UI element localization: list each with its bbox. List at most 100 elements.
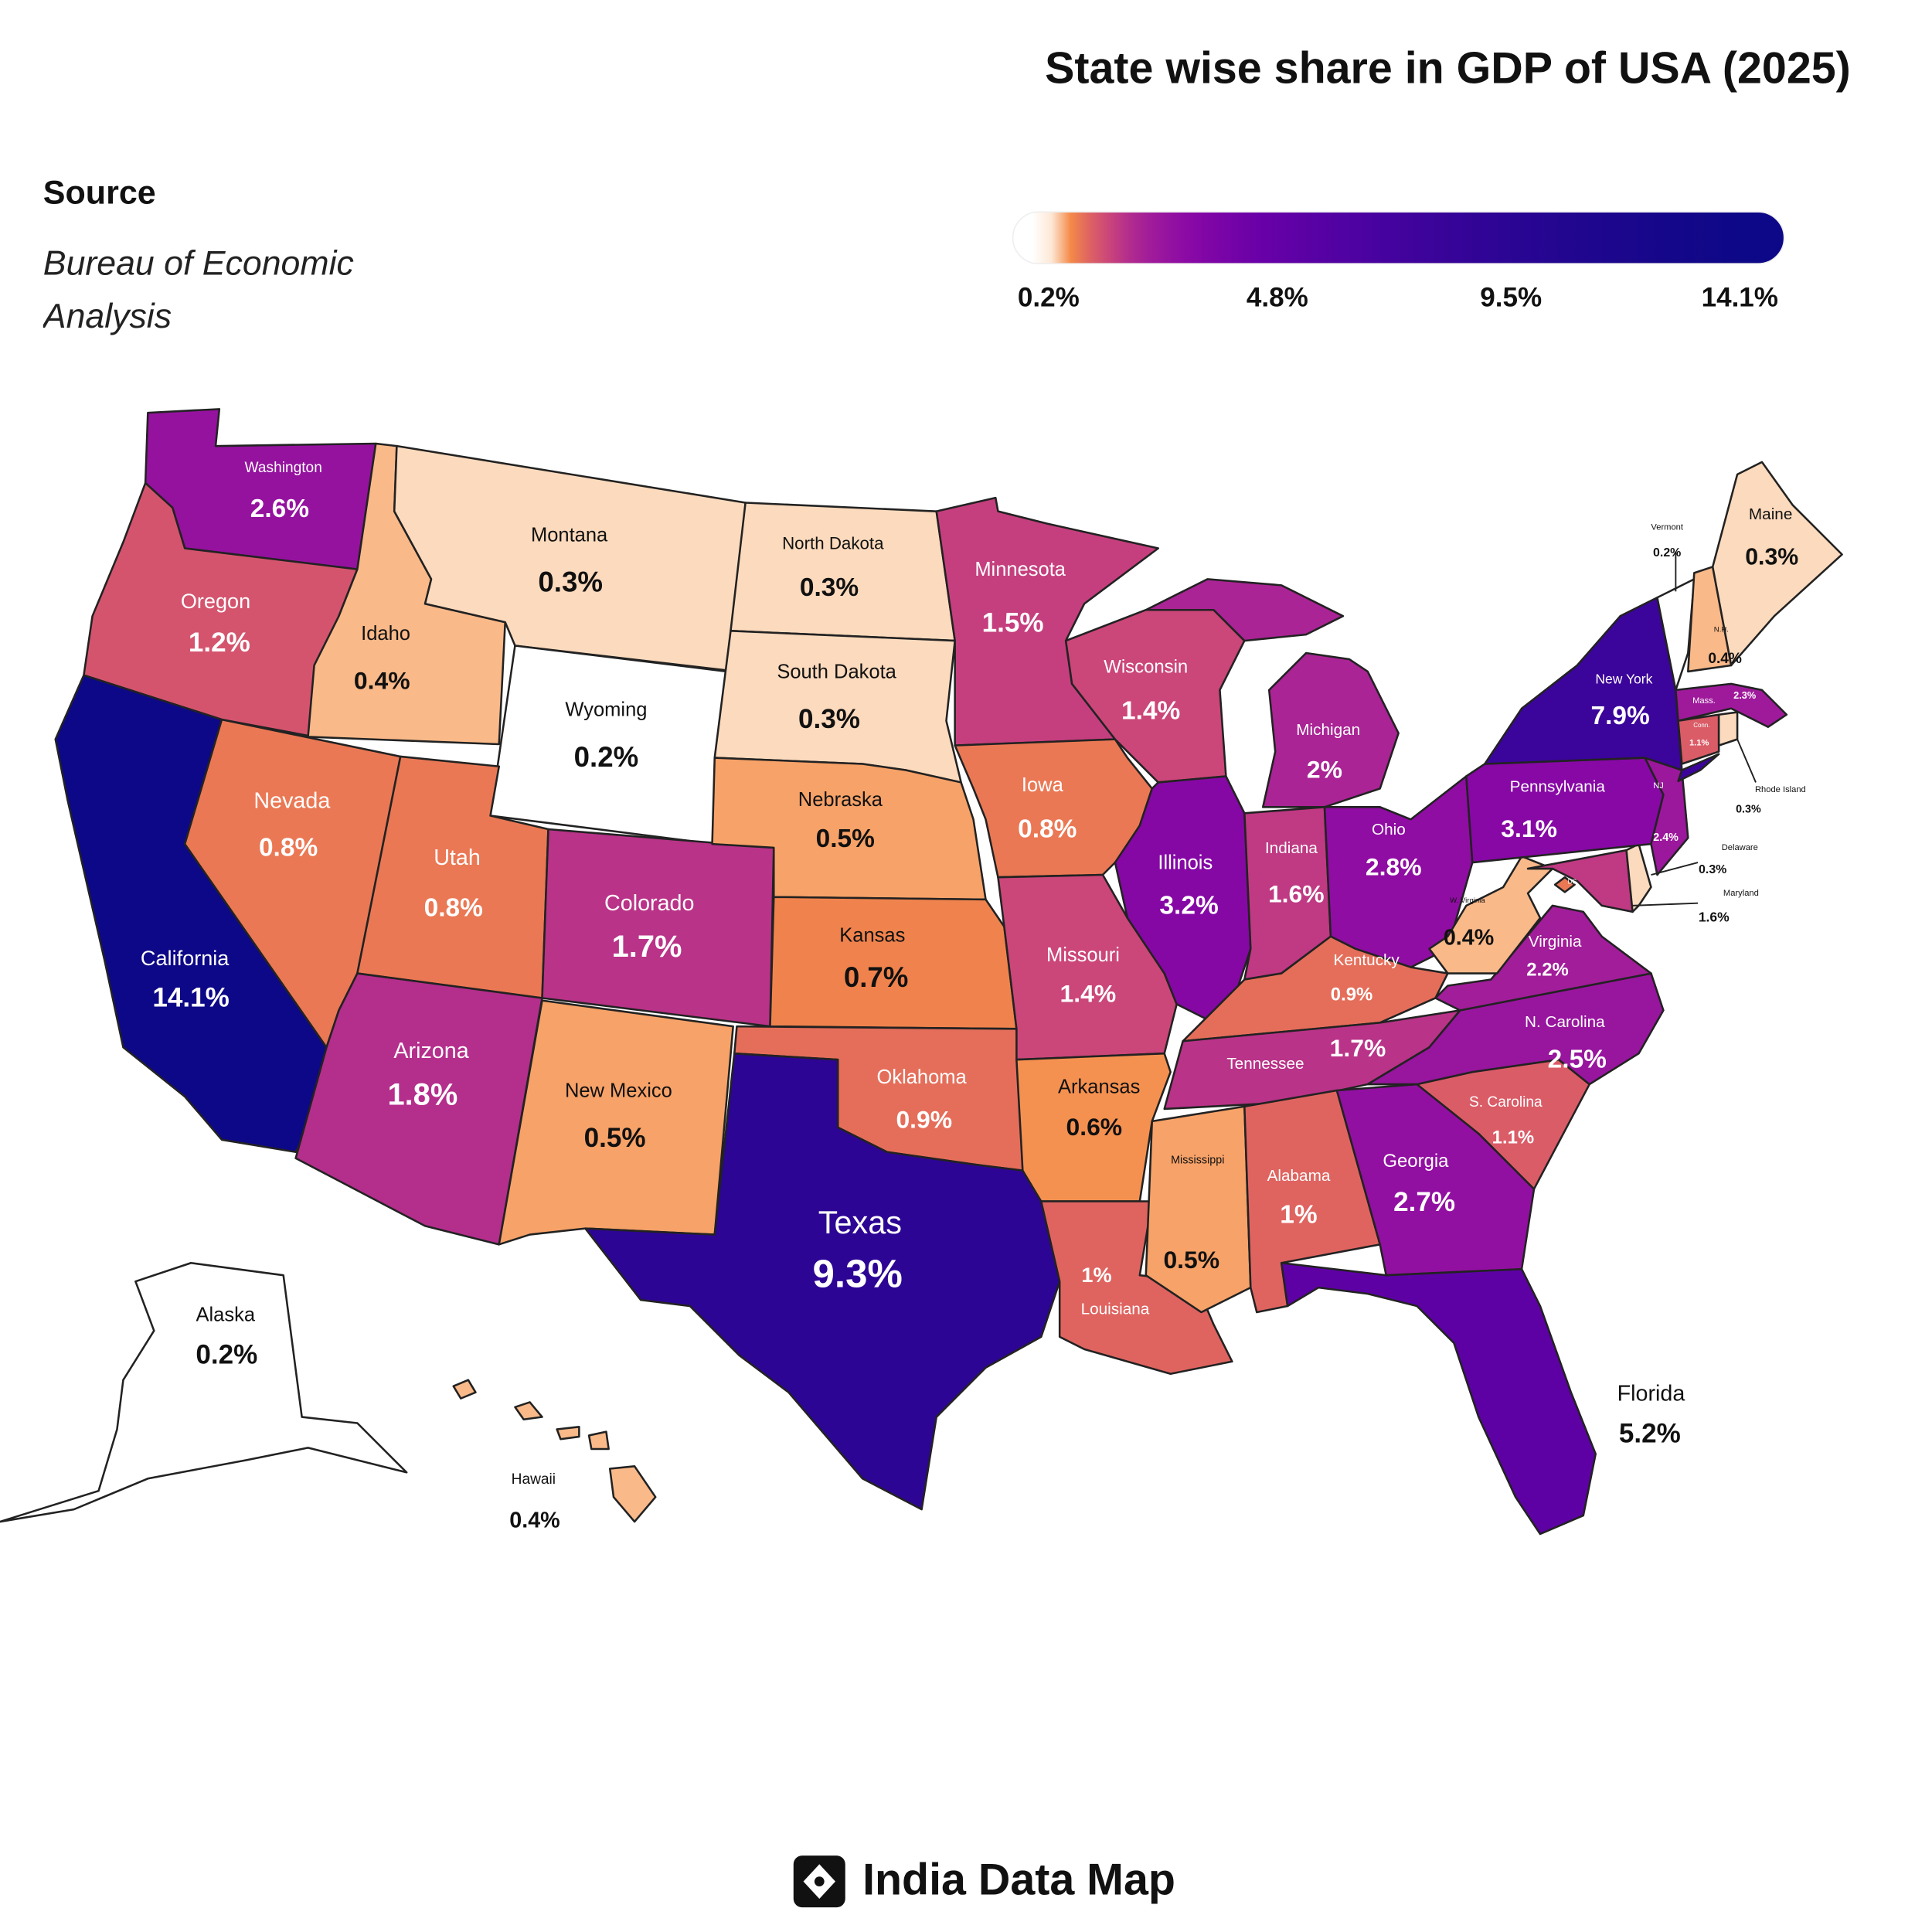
- state-name: W. Virginia: [1450, 896, 1485, 905]
- value-label: 0.3%: [798, 704, 860, 734]
- value-label: 0.4%: [1708, 651, 1742, 667]
- value-label: 0.5%: [1163, 1246, 1219, 1274]
- state: [1717, 711, 1739, 747]
- state-name: Utah: [434, 845, 481, 870]
- state-name: Alabama: [1267, 1167, 1331, 1185]
- state-name: New York: [1595, 672, 1652, 687]
- value-label: 9.3%: [813, 1251, 903, 1295]
- state: [1145, 578, 1400, 808]
- state-name: DC: [1568, 879, 1577, 886]
- value-label: 1.1%: [1492, 1128, 1534, 1148]
- leader-line: [1651, 862, 1699, 876]
- value-label: 2.5%: [1548, 1046, 1607, 1074]
- state-name: Minnesota: [975, 559, 1066, 580]
- labels: Washington 2.6% Oregon 1.2% California 14.1% I…: [141, 460, 1806, 1533]
- value-label: 2.6%: [250, 495, 309, 523]
- leader-line: [1736, 739, 1757, 783]
- state-name: Illinois: [1158, 852, 1213, 873]
- state: [1366, 972, 1665, 1086]
- state-name: Iowa: [1022, 774, 1064, 796]
- state-name: Indiana: [1265, 839, 1318, 857]
- state-name: Maine: [1749, 505, 1792, 523]
- state-name: Montana: [531, 524, 608, 546]
- state-name: Pennsylvania: [1510, 777, 1606, 795]
- state-name: N. Carolina: [1525, 1013, 1605, 1031]
- value-label: 0.2%: [1653, 546, 1681, 560]
- state-name: Virginia: [1529, 933, 1582, 951]
- state: [997, 873, 1178, 1061]
- value-label: 0.2%: [196, 1340, 257, 1370]
- state: [1145, 1105, 1252, 1314]
- state: [1526, 849, 1634, 913]
- value-label: 0.8%: [424, 894, 483, 923]
- state-name: Tennessee: [1226, 1055, 1304, 1073]
- value-label: 0.8%: [259, 833, 318, 862]
- value-label: 0.5%: [816, 825, 875, 853]
- state-name: Mass.: [1692, 696, 1716, 706]
- state-name: Rhode Island: [1755, 785, 1806, 794]
- state-name: NJ: [1653, 781, 1664, 791]
- state-name: Maryland: [1723, 889, 1759, 898]
- state: [541, 828, 775, 1028]
- state: [1015, 1052, 1172, 1202]
- state-name: Florida: [1617, 1381, 1685, 1406]
- state-name: Nebraska: [798, 789, 883, 811]
- value-label: 1.8%: [387, 1078, 457, 1112]
- state: [935, 496, 1160, 747]
- source-box: Bureau of Economic Analysis: [43, 243, 354, 335]
- value-label: 2.4%: [1653, 832, 1679, 844]
- state-name: S. Carolina: [1469, 1094, 1543, 1111]
- value-label: 7.9%: [1590, 702, 1649, 730]
- value-label: 1.6%: [1268, 880, 1325, 908]
- state: [730, 502, 956, 642]
- footer-brand: India Data Map: [862, 1855, 1175, 1904]
- state: [1039, 1200, 1233, 1376]
- source-text: Bureau of Economic Analysis: [43, 243, 354, 335]
- state-name: New Mexico: [565, 1080, 672, 1101]
- leader-line: [1632, 902, 1699, 906]
- state-name: Wyoming: [565, 699, 647, 721]
- value-label: 0.9%: [896, 1105, 952, 1133]
- state-name: Conn.: [1693, 722, 1709, 729]
- value-label: 1.5%: [982, 608, 1044, 638]
- state-name: Colorado: [604, 891, 694, 916]
- value-label: 2%: [1307, 756, 1342, 784]
- footer-logo: [793, 1855, 845, 1908]
- state-name: N.H.: [1714, 625, 1729, 634]
- state-name: Georgia: [1383, 1151, 1449, 1172]
- value-label: 0.3%: [1745, 544, 1798, 570]
- value-label: 1.7%: [1330, 1034, 1386, 1062]
- value-label: 5.2%: [1619, 1419, 1681, 1449]
- state: [711, 757, 987, 901]
- state-name: Idaho: [361, 623, 410, 645]
- state-name: Missouri: [1046, 944, 1120, 966]
- value-label: 3.2%: [1159, 891, 1218, 920]
- value-label: 0.3%: [1699, 863, 1726, 876]
- value-label: 1.7%: [612, 930, 682, 964]
- state: [1280, 1261, 1597, 1536]
- value-label: 1.4%: [1121, 696, 1180, 725]
- value-label: 14.1%: [152, 982, 229, 1012]
- state-name: Delaware: [1722, 843, 1758, 852]
- state: [1711, 461, 1843, 667]
- value-label: 0.4%: [354, 667, 410, 695]
- legend-tick-label: 0.2%: [1018, 283, 1080, 313]
- value-label: 0.8%: [1018, 815, 1077, 843]
- state-name: Michigan: [1296, 721, 1360, 739]
- logo-dot: [814, 1876, 825, 1887]
- value-label: 0.6%: [1066, 1113, 1122, 1141]
- state-name: Texas: [818, 1204, 902, 1240]
- state-name: Wisconsin: [1104, 656, 1188, 677]
- state-name: Vermont: [1651, 522, 1683, 532]
- legend-bar: [1012, 211, 1785, 264]
- state: [1428, 855, 1554, 975]
- state: [1553, 876, 1576, 893]
- value-label: 0.3%: [800, 573, 859, 602]
- state-name: Oregon: [181, 589, 250, 613]
- state-name: Arkansas: [1058, 1077, 1140, 1098]
- state-name: Mississippi: [1171, 1155, 1224, 1167]
- value-label: 0.4%: [509, 1509, 560, 1533]
- value-label: 0.8%: [1559, 893, 1576, 901]
- state: [1677, 713, 1720, 765]
